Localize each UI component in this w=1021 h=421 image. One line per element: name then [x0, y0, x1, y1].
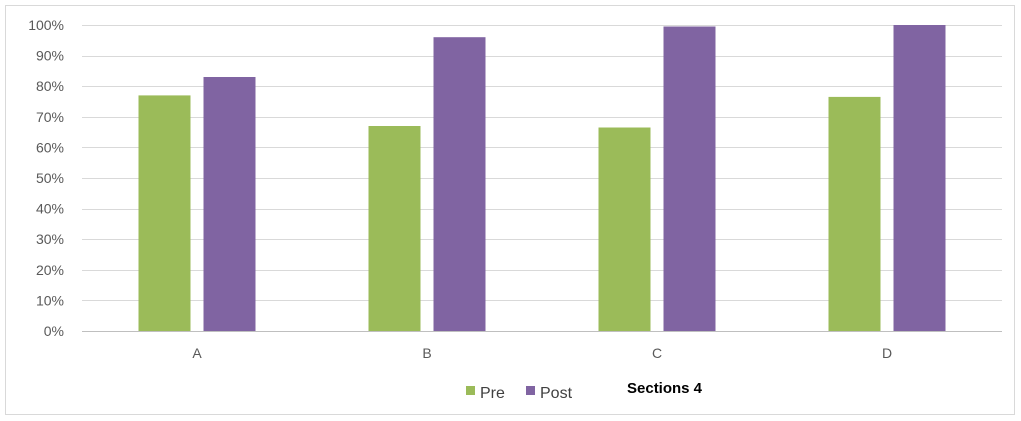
y-tick-label: 30% — [36, 231, 64, 247]
x-tick-label: B — [422, 345, 431, 361]
bar-post-c — [663, 26, 716, 331]
section-annotation: Sections 4 — [627, 380, 703, 397]
legend-label-post: Post — [540, 385, 573, 402]
legend: Pre Post — [466, 385, 573, 402]
y-tick-label: 60% — [36, 139, 64, 155]
bar-pre-d — [828, 96, 881, 332]
bar-post-d — [893, 25, 946, 331]
bar-pre-b — [368, 126, 421, 331]
x-tick-label: A — [192, 345, 202, 361]
legend-swatch-post — [526, 386, 535, 395]
y-tick-label: 20% — [36, 262, 64, 278]
y-tick-label: 0% — [44, 323, 64, 339]
y-tick-label: 70% — [36, 109, 64, 125]
y-tick-label: 80% — [36, 78, 64, 94]
y-tick-label: 40% — [36, 201, 64, 217]
legend-label-pre: Pre — [480, 385, 505, 402]
legend-swatch-pre — [466, 386, 475, 395]
x-tick-label: C — [652, 345, 662, 361]
y-tick-label: 100% — [28, 17, 64, 33]
bar-pre-c — [598, 127, 651, 331]
y-tick-label: 90% — [36, 48, 64, 64]
y-tick-label: 50% — [36, 170, 64, 186]
bar-post-b — [433, 37, 486, 331]
y-axis-ticks: 0% 10% 20% 30% 40% 50% 60% 70% 80% 90% 100% — [28, 17, 64, 339]
bar-post-a — [203, 77, 256, 331]
bar-pre-a — [138, 95, 191, 332]
bars — [138, 25, 946, 332]
y-tick-label: 10% — [36, 292, 64, 308]
x-tick-label: D — [882, 345, 892, 361]
x-axis-ticks: A B C D — [192, 345, 892, 361]
